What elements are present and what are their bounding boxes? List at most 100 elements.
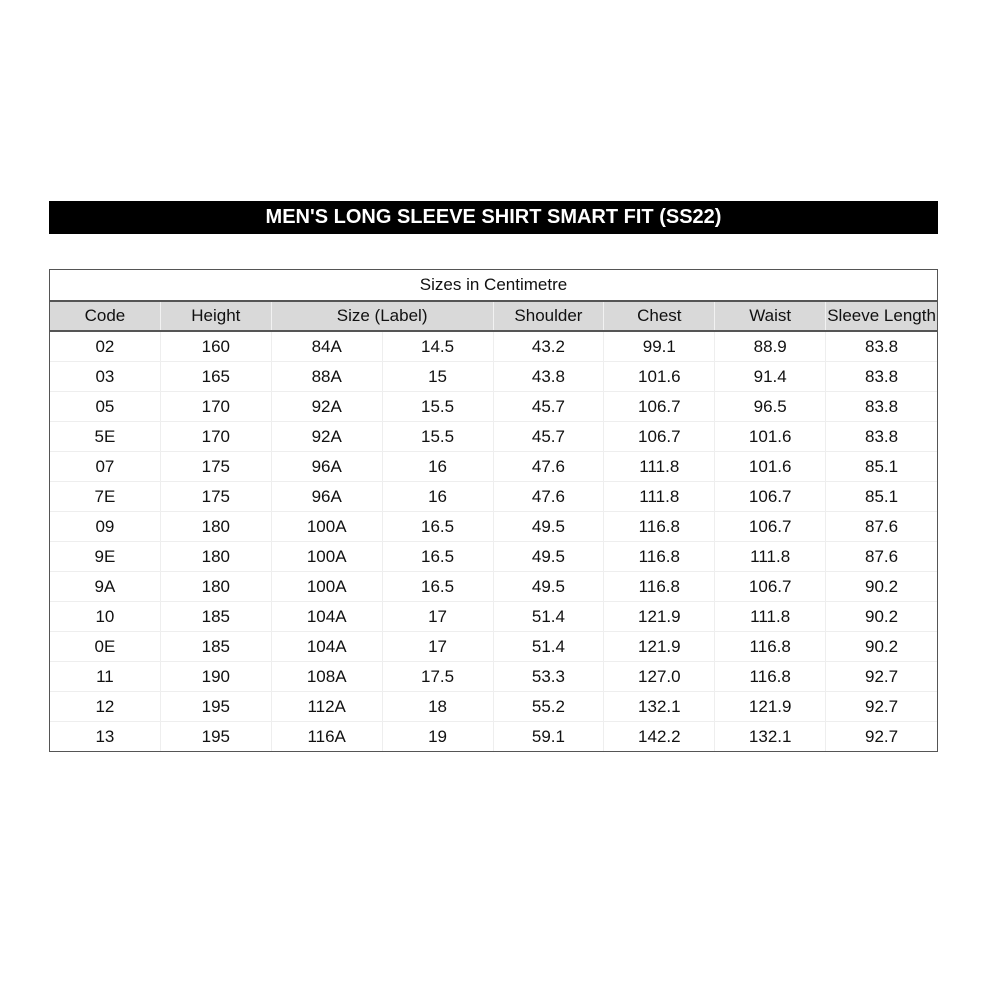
cell-code: 7E [50,482,161,511]
cell-sleeve-length: 92.7 [865,666,899,686]
header-shoulder: Shoulder [494,302,605,330]
cell-waist: 96.5 [715,392,827,421]
cell-shoulder: 43.8 [494,362,605,391]
cell-code: 9E [50,542,161,571]
table-body: 02 160 84A 14.5 43.2 99.1 88.9 83.8 03 165 88A 15 43… [50,332,937,751]
cell-height: 165 [161,362,272,391]
cell-waist: 111.8 [715,542,827,571]
cell-code: 05 [50,392,161,421]
cell-code: 11 [50,662,161,691]
cell-size-number: 16.5 [383,572,494,601]
cell-sleeve-length: 92.7 [865,696,899,716]
table-row: 7E 175 96A 16 47.6 111.8 106.7 85.1 [50,482,937,512]
cell-sleeve-length: 85.1 [865,456,899,476]
cell-sleeve-length: 92.7 [865,726,899,746]
cell-code: 5E [50,422,161,451]
cell-code: 02 [50,332,161,361]
cell-height: 170 [161,392,272,421]
cell-height: 180 [161,572,272,601]
cell-sleeve-length: 87.6 [865,546,899,566]
cell-chest: 101.6 [604,362,716,391]
cell-shoulder: 49.5 [494,542,605,571]
cell-shoulder: 53.3 [494,662,605,691]
cell-chest: 121.9 [604,602,716,631]
cell-waist: 106.7 [715,482,827,511]
cell-waist: 116.8 [715,662,827,691]
cell-chest: 106.7 [604,392,716,421]
table-row: 5E 170 92A 15.5 45.7 106.7 101.6 83.8 [50,422,937,452]
table-row: 12 195 112A 18 55.2 132.1 121.9 92.7 [50,692,937,722]
cell-shoulder: 47.6 [494,482,605,511]
cell-height: 175 [161,482,272,511]
cell-code: 0E [50,632,161,661]
cell-size-label: 116A [272,722,383,751]
table-row: 11 190 108A 17.5 53.3 127.0 116.8 92.7 [50,662,937,692]
size-chart-table: Sizes in Centimetre Code Height Size (La… [49,269,938,752]
table-caption: Sizes in Centimetre [50,270,937,302]
cell-shoulder: 47.6 [494,452,605,481]
cell-chest: 116.8 [604,542,716,571]
cell-height: 190 [161,662,272,691]
cell-height: 170 [161,422,272,451]
cell-size-number: 14.5 [383,332,494,361]
cell-height: 180 [161,512,272,541]
cell-sleeve-length: 90.2 [865,636,899,656]
header-chest: Chest [604,302,716,330]
cell-sleeve-length: 90.2 [865,606,899,626]
cell-chest: 116.8 [604,572,716,601]
cell-height: 195 [161,692,272,721]
cell-size-label: 112A [272,692,383,721]
cell-shoulder: 43.2 [494,332,605,361]
cell-shoulder: 49.5 [494,512,605,541]
cell-height: 175 [161,452,272,481]
cell-height: 160 [161,332,272,361]
cell-shoulder: 51.4 [494,602,605,631]
cell-size-number: 15 [383,362,494,391]
cell-code: 12 [50,692,161,721]
cell-height: 180 [161,542,272,571]
table-row: 10 185 104A 17 51.4 121.9 111.8 90.2 [50,602,937,632]
cell-code: 07 [50,452,161,481]
cell-size-label: 92A [272,422,383,451]
cell-sleeve-length: 83.8 [865,396,899,416]
cell-size-label: 100A [272,572,383,601]
cell-shoulder: 49.5 [494,572,605,601]
cell-chest: 106.7 [604,422,716,451]
cell-size-label: 108A [272,662,383,691]
cell-chest: 127.0 [604,662,716,691]
table-row: 09 180 100A 16.5 49.5 116.8 106.7 87.6 [50,512,937,542]
cell-size-number: 17 [383,632,494,661]
cell-code: 09 [50,512,161,541]
cell-sleeve-length: 90.2 [865,576,899,596]
cell-waist: 116.8 [715,632,827,661]
cell-waist: 88.9 [715,332,827,361]
cell-size-number: 15.5 [383,422,494,451]
cell-size-number: 19 [383,722,494,751]
cell-size-number: 15.5 [383,392,494,421]
cell-size-label: 84A [272,332,383,361]
cell-size-number: 17.5 [383,662,494,691]
cell-size-label: 100A [272,512,383,541]
page-title: MEN'S LONG SLEEVE SHIRT SMART FIT (SS22) [49,201,938,234]
cell-chest: 99.1 [604,332,716,361]
cell-chest: 142.2 [604,722,716,751]
cell-size-label: 88A [272,362,383,391]
cell-size-label: 96A [272,482,383,511]
table-row: 9A 180 100A 16.5 49.5 116.8 106.7 90.2 [50,572,937,602]
cell-height: 185 [161,632,272,661]
cell-chest: 116.8 [604,512,716,541]
table-row: 0E 185 104A 17 51.4 121.9 116.8 90.2 [50,632,937,662]
cell-size-number: 16.5 [383,542,494,571]
header-sleeve-length: Sleeve Length [827,306,936,325]
header-size-label: Size (Label) [272,302,494,330]
header-waist: Waist [715,302,827,330]
cell-size-label: 100A [272,542,383,571]
cell-shoulder: 45.7 [494,422,605,451]
cell-sleeve-length: 83.8 [865,426,899,446]
cell-sleeve-length: 83.8 [865,366,899,386]
cell-size-label: 104A [272,632,383,661]
cell-size-label: 104A [272,602,383,631]
cell-size-label: 92A [272,392,383,421]
cell-size-number: 16 [383,452,494,481]
cell-chest: 111.8 [604,452,716,481]
